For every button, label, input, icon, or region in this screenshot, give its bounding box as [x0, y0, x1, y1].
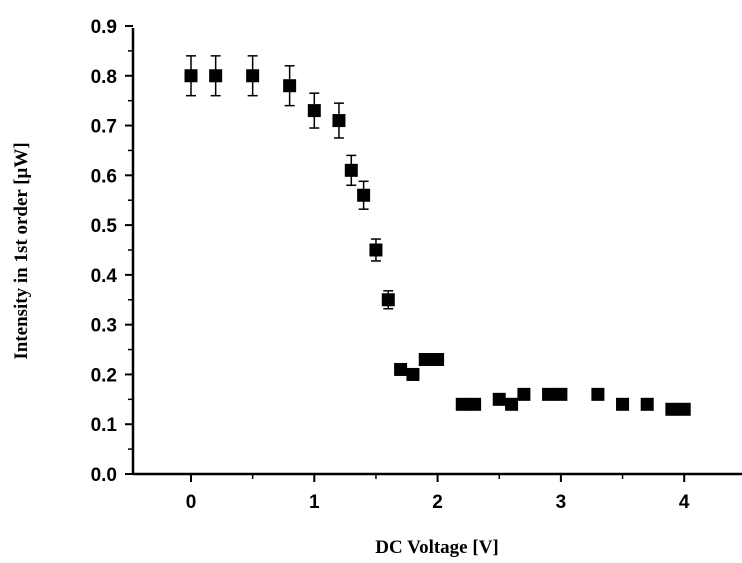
- x-tick-label: 2: [432, 492, 443, 513]
- x-axis-label: DC Voltage [V]: [375, 537, 499, 558]
- data-point: [591, 387, 605, 401]
- data-points: [184, 69, 691, 416]
- y-tick-label: 0.2: [91, 365, 117, 386]
- data-point: [468, 397, 482, 411]
- data-point: [640, 397, 654, 411]
- data-point: [209, 69, 223, 83]
- y-tick-label: 0.6: [91, 166, 117, 187]
- y-tick-label: 0.7: [91, 117, 117, 138]
- y-tick-label: 0.8: [91, 67, 117, 88]
- data-point: [431, 353, 445, 367]
- x-tick-label: 4: [679, 492, 690, 513]
- data-point: [357, 188, 371, 202]
- y-tick-label: 0.1: [91, 415, 118, 436]
- data-point: [492, 392, 506, 406]
- data-point: [665, 402, 679, 416]
- data-point: [369, 243, 383, 257]
- y-tick-label: 0.0: [91, 465, 117, 486]
- error-bars: [186, 55, 394, 310]
- y-tick-label: 0.5: [91, 216, 118, 237]
- data-point: [554, 387, 568, 401]
- x-tick-label: 1: [309, 492, 320, 513]
- data-point: [394, 362, 408, 376]
- x-tick-label: 3: [556, 492, 567, 513]
- x-tick-label: 0: [186, 492, 197, 513]
- y-tick-label: 0.9: [91, 17, 117, 38]
- data-point: [677, 402, 691, 416]
- data-point: [184, 69, 198, 83]
- y-tick-label: 0.4: [91, 266, 118, 287]
- data-point: [406, 367, 420, 381]
- data-point: [517, 387, 531, 401]
- data-point: [542, 387, 556, 401]
- data-point: [616, 397, 630, 411]
- data-point: [381, 293, 395, 307]
- data-point: [246, 69, 260, 83]
- data-point: [505, 397, 519, 411]
- tick-labels: 0 1 2 3 4 0.0 0.1 0.2 0.3 0.4 0.5 0.6 0.7 0.8 0.9: [91, 17, 690, 513]
- y-axis-label: Intensity in 1st order [μW]: [11, 142, 32, 359]
- data-point: [332, 114, 346, 128]
- data-point: [455, 397, 469, 411]
- data-point: [344, 163, 358, 177]
- data-point: [283, 79, 297, 93]
- data-point: [418, 353, 432, 367]
- axis-ticks: [125, 24, 686, 482]
- y-tick-label: 0.3: [91, 316, 117, 337]
- data-point: [307, 104, 321, 118]
